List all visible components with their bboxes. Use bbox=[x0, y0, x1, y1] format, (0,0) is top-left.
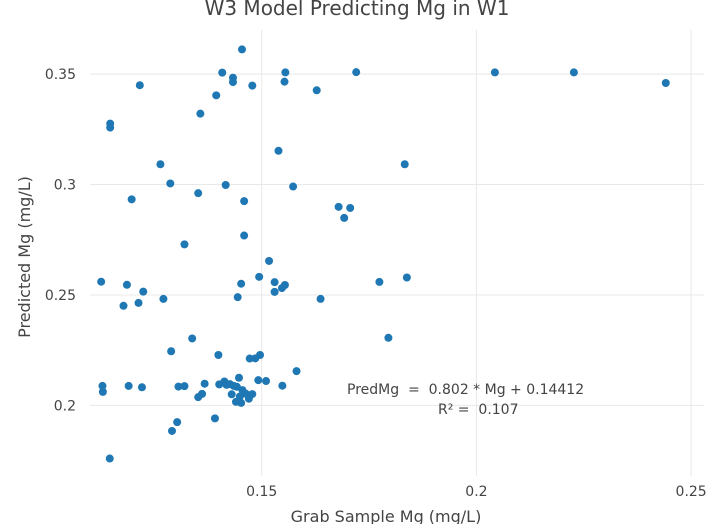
regression-equation: PredMg = 0.802 * Mg + 0.14412 bbox=[347, 382, 584, 398]
y-tick-label: 0.2 bbox=[54, 398, 76, 414]
data-point[interactable] bbox=[245, 354, 254, 363]
data-point[interactable] bbox=[127, 195, 136, 204]
data-point[interactable] bbox=[168, 426, 177, 435]
data-point[interactable] bbox=[167, 347, 176, 356]
data-point[interactable] bbox=[233, 293, 242, 302]
data-point[interactable] bbox=[97, 277, 106, 286]
data-point[interactable] bbox=[334, 202, 343, 211]
data-point[interactable] bbox=[194, 393, 203, 402]
data-point[interactable] bbox=[227, 390, 236, 399]
data-point[interactable] bbox=[248, 390, 257, 399]
data-point[interactable] bbox=[180, 382, 189, 391]
r-squared-label: R² = 0.107 bbox=[438, 402, 519, 418]
data-point[interactable] bbox=[234, 373, 243, 382]
data-point[interactable] bbox=[124, 381, 133, 390]
data-point[interactable] bbox=[166, 179, 175, 188]
data-point[interactable] bbox=[139, 287, 148, 296]
data-point[interactable] bbox=[159, 294, 168, 303]
data-point[interactable] bbox=[215, 380, 224, 389]
data-point[interactable] bbox=[262, 377, 271, 386]
x-tick-label: 0.2 bbox=[465, 484, 487, 500]
data-point[interactable] bbox=[292, 367, 301, 376]
data-point[interactable] bbox=[265, 256, 274, 265]
data-point[interactable] bbox=[340, 213, 349, 222]
tick-labels: 0.15 0.2 0.25 0.2 0.25 0.3 0.35 bbox=[45, 67, 707, 500]
data-point[interactable] bbox=[214, 351, 223, 360]
data-point[interactable] bbox=[106, 123, 115, 132]
y-tick-label: 0.25 bbox=[45, 288, 76, 304]
data-point[interactable] bbox=[228, 78, 237, 87]
y-tick-label: 0.35 bbox=[45, 67, 76, 83]
data-point[interactable] bbox=[490, 68, 499, 77]
data-point[interactable] bbox=[196, 109, 205, 118]
data-point[interactable] bbox=[248, 81, 257, 90]
data-point[interactable] bbox=[316, 294, 325, 303]
data-point[interactable] bbox=[569, 68, 578, 77]
data-point[interactable] bbox=[270, 278, 279, 287]
data-point[interactable] bbox=[173, 418, 182, 427]
data-point[interactable] bbox=[281, 68, 290, 77]
data-point[interactable] bbox=[200, 379, 209, 388]
data-point[interactable] bbox=[402, 273, 411, 282]
x-tick-label: 0.25 bbox=[676, 484, 707, 500]
x-axis-label: Grab Sample Mg (mg/L) bbox=[291, 507, 482, 524]
y-axis-label: Predicted Mg (mg/L) bbox=[15, 176, 34, 338]
data-point[interactable] bbox=[352, 68, 361, 77]
data-point[interactable] bbox=[156, 160, 165, 169]
data-point[interactable] bbox=[237, 45, 246, 54]
data-point[interactable] bbox=[134, 298, 143, 307]
data-point[interactable] bbox=[135, 81, 144, 90]
data-point[interactable] bbox=[270, 287, 279, 296]
data-point[interactable] bbox=[98, 387, 107, 396]
data-point[interactable] bbox=[105, 454, 114, 463]
data-point[interactable] bbox=[212, 91, 221, 100]
data-point[interactable] bbox=[188, 334, 197, 343]
data-point[interactable] bbox=[137, 383, 146, 392]
y-tick-label: 0.3 bbox=[54, 178, 76, 194]
data-point[interactable] bbox=[375, 277, 384, 286]
data-point[interactable] bbox=[221, 180, 230, 189]
data-point[interactable] bbox=[280, 77, 289, 86]
data-point[interactable] bbox=[210, 414, 219, 423]
data-point[interactable] bbox=[194, 189, 203, 198]
data-point[interactable] bbox=[346, 203, 355, 212]
data-point[interactable] bbox=[312, 86, 321, 95]
data-point[interactable] bbox=[400, 160, 409, 169]
data-point[interactable] bbox=[277, 284, 286, 293]
data-point[interactable] bbox=[384, 333, 393, 342]
x-tick-label: 0.15 bbox=[246, 484, 277, 500]
data-point[interactable] bbox=[229, 381, 238, 390]
data-point[interactable] bbox=[240, 197, 249, 206]
data-point[interactable] bbox=[240, 231, 249, 240]
data-points[interactable] bbox=[97, 45, 670, 463]
data-point[interactable] bbox=[661, 78, 670, 87]
data-point[interactable] bbox=[237, 398, 246, 407]
grid-lines bbox=[90, 30, 704, 476]
data-point[interactable] bbox=[254, 376, 263, 385]
data-point[interactable] bbox=[289, 182, 298, 191]
data-point[interactable] bbox=[255, 272, 264, 281]
data-point[interactable] bbox=[122, 280, 131, 289]
data-point[interactable] bbox=[98, 381, 107, 390]
chart-title: W3 Model Predicting Mg in W1 bbox=[205, 0, 510, 20]
data-point[interactable] bbox=[278, 381, 287, 390]
data-point[interactable] bbox=[174, 382, 183, 391]
data-point[interactable] bbox=[274, 146, 283, 155]
data-point[interactable] bbox=[237, 279, 246, 288]
data-point[interactable] bbox=[218, 68, 227, 77]
data-point[interactable] bbox=[119, 301, 128, 310]
data-point[interactable] bbox=[180, 240, 189, 249]
